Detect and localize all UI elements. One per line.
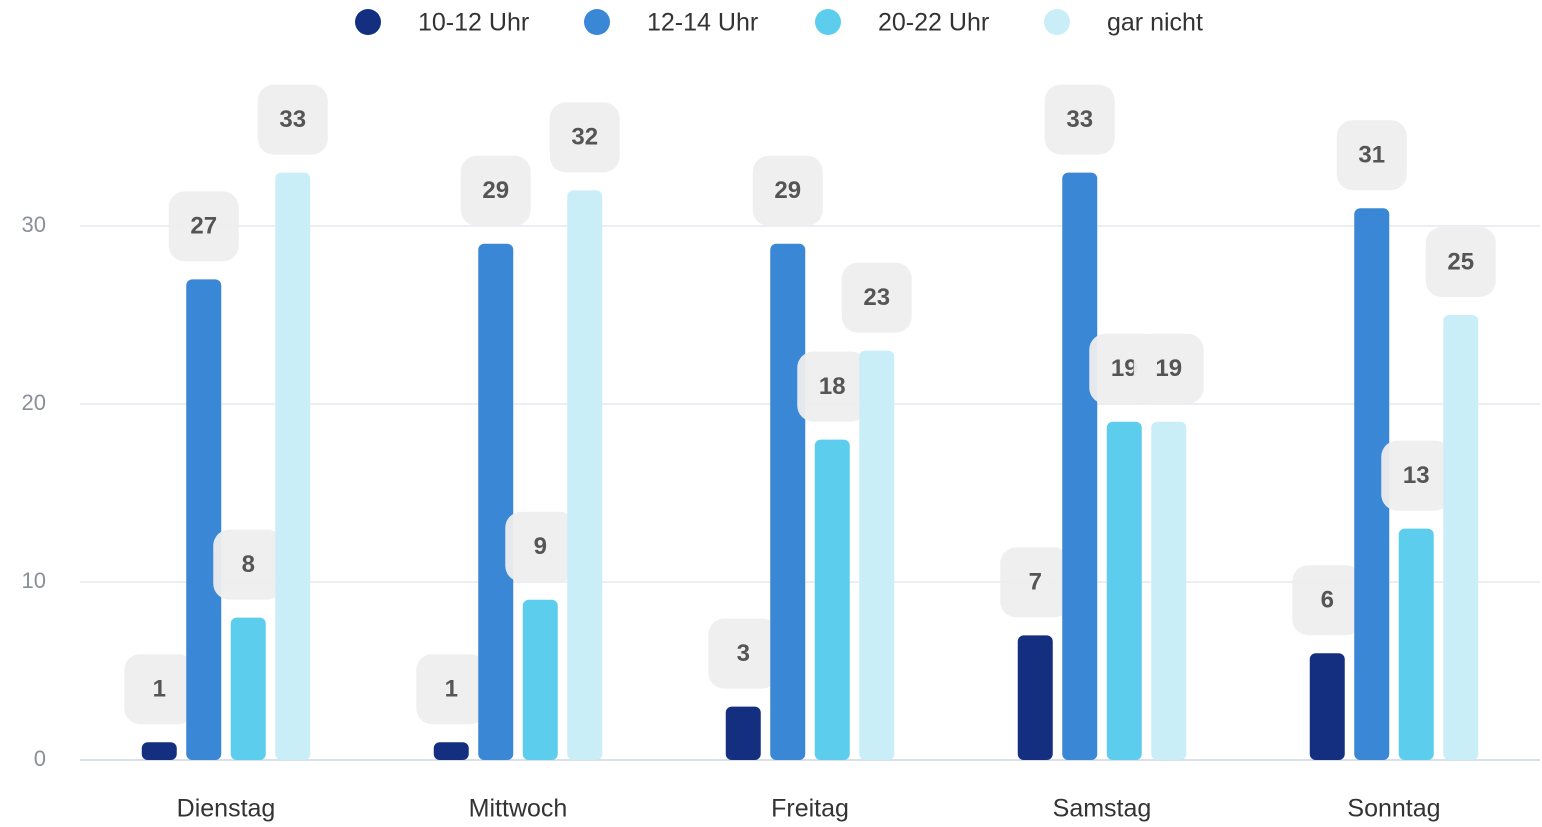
value-label-box: [460, 155, 531, 226]
legend-label: gar nicht: [1107, 9, 1203, 37]
x-tick-label: Freitag: [771, 795, 849, 823]
value-label: 6: [1321, 587, 1334, 614]
bar: [186, 279, 222, 760]
value-label-box: [549, 102, 620, 173]
value-label: 29: [774, 177, 801, 204]
bar: [230, 617, 266, 760]
value-label: 18: [819, 373, 846, 400]
x-tick-label: Samstag: [1053, 795, 1152, 823]
value-label-box: [1336, 120, 1407, 191]
bar: [141, 742, 177, 760]
value-label: 19: [1111, 355, 1138, 382]
value-label: 33: [279, 106, 306, 133]
value-label: 31: [1358, 142, 1385, 169]
bar: [1017, 635, 1053, 760]
y-tick-label: 20: [22, 390, 46, 415]
legend-swatch: [815, 9, 841, 35]
y-tick-label: 10: [22, 568, 46, 593]
bar: [1443, 315, 1479, 760]
value-label-box: [416, 654, 487, 725]
bar: [433, 742, 469, 760]
value-label: 25: [1447, 248, 1474, 275]
bar: [814, 439, 850, 760]
value-label: 1: [445, 676, 458, 703]
legend-label: 10-12 Uhr: [418, 9, 529, 37]
value-label-box: [841, 262, 912, 333]
value-label-box: [257, 84, 328, 155]
value-label-box: [168, 191, 239, 262]
bar: [1398, 528, 1434, 760]
value-label-box: [1000, 547, 1071, 618]
bar: [1106, 421, 1142, 760]
value-label: 8: [242, 551, 255, 578]
legend-swatch: [584, 9, 610, 35]
x-tick-label: Dienstag: [177, 795, 276, 823]
value-label-box: [797, 351, 868, 422]
value-label: 32: [571, 124, 598, 151]
value-label-box: [1381, 440, 1452, 511]
value-label: 13: [1403, 462, 1430, 489]
bar: [1309, 653, 1345, 760]
value-label-box: [124, 654, 195, 725]
value-label: 19: [1155, 355, 1182, 382]
y-tick-label: 30: [22, 212, 46, 237]
x-tick-label: Sonntag: [1347, 795, 1440, 823]
value-label-box: [1425, 227, 1496, 297]
bar: [522, 599, 558, 760]
bar: [1062, 172, 1098, 761]
value-label: 29: [482, 177, 509, 204]
value-label-box: [1133, 333, 1204, 404]
legend-swatch: [355, 9, 381, 35]
value-label: 33: [1066, 106, 1093, 133]
bar: [1151, 421, 1187, 760]
legend-swatch: [1044, 9, 1070, 35]
bar: [725, 706, 761, 760]
value-label-box: [752, 155, 823, 226]
bar: [770, 243, 806, 761]
value-label: 1: [153, 676, 166, 703]
value-label: 23: [863, 284, 890, 311]
bar: [1354, 208, 1390, 760]
x-tick-label: Mittwoch: [469, 795, 568, 823]
value-label-box: [213, 529, 284, 600]
value-label-box: [505, 511, 576, 582]
bar: [567, 190, 603, 760]
bar: [275, 172, 311, 761]
value-label: 3: [737, 640, 750, 667]
legend-label: 12-14 Uhr: [647, 9, 758, 37]
value-label: 7: [1029, 569, 1042, 596]
value-label: 9: [534, 533, 547, 560]
bar: [478, 243, 514, 761]
value-label-box: [1292, 565, 1363, 636]
value-label-box: [1044, 84, 1115, 155]
y-tick-label: 0: [34, 746, 46, 771]
value-label-box: [708, 618, 779, 689]
value-label: 27: [190, 213, 217, 240]
legend-label: 20-22 Uhr: [878, 9, 989, 37]
bar: [859, 350, 895, 760]
